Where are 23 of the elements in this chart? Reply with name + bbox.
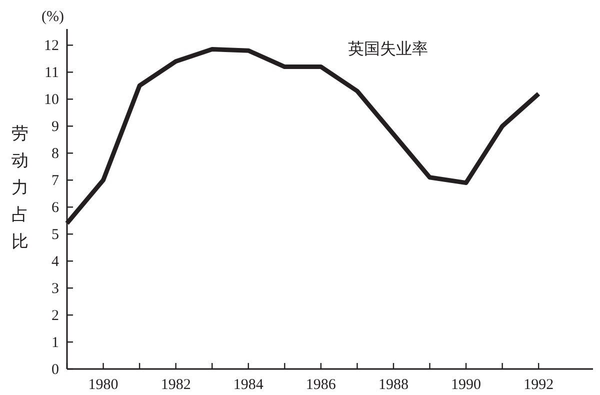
- y-tick-label: 2: [52, 308, 59, 324]
- y-tick-label: 11: [44, 65, 59, 82]
- text: 英国失业率: [348, 40, 428, 58]
- text: (%): [42, 9, 64, 25]
- y-tick-label: 3: [52, 281, 59, 298]
- x-tick-label: 1992: [524, 377, 554, 393]
- x-tick-label: 1986: [306, 377, 336, 393]
- y-tick-label: 6: [52, 200, 60, 216]
- y-tick-label: 12: [44, 38, 59, 54]
- x-tick-label: 1988: [378, 377, 408, 393]
- y-tick-label: 1: [52, 335, 59, 352]
- y-tick-label: 4: [52, 254, 60, 270]
- x-tick-label: 1984: [233, 377, 264, 393]
- x-tick-label: 1982: [160, 377, 191, 393]
- y-tick-label: 10: [44, 92, 59, 108]
- y-tick-label: 8: [52, 146, 59, 162]
- y-tick-label: 0: [52, 362, 59, 378]
- y-tick-label: 7: [52, 173, 60, 190]
- y-axis-title: 劳动力占比: [12, 124, 28, 251]
- y-tick-label: 5: [52, 227, 59, 244]
- x-tick-label: 1980: [88, 377, 118, 393]
- x-tick-label: 1990: [451, 377, 482, 393]
- y-tick-label: 9: [52, 119, 59, 136]
